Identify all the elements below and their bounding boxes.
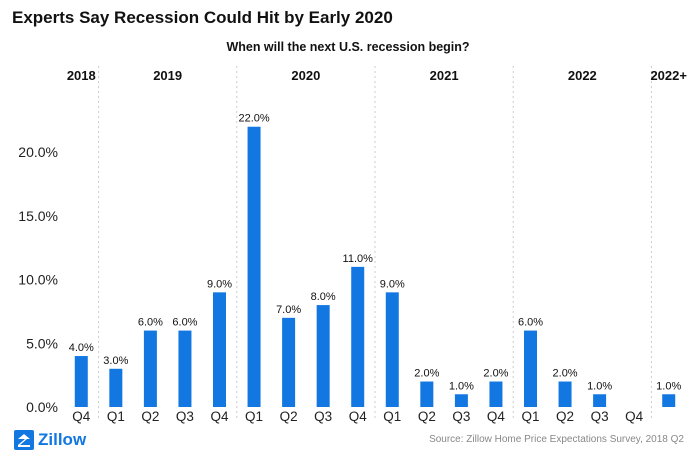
bar: [593, 394, 607, 407]
y-tick-label: 5.0%: [26, 335, 58, 351]
data-label: 1.0%: [449, 380, 474, 392]
data-label: 3.0%: [103, 355, 128, 367]
x-tick-label: Q4: [625, 409, 644, 424]
bar: [247, 126, 261, 407]
x-tick-label: Q2: [141, 409, 159, 424]
data-label: 2.0%: [553, 368, 578, 380]
x-tick-label: Q1: [245, 409, 263, 424]
bar: [385, 292, 399, 407]
x-tick-label: Q2: [418, 409, 436, 424]
x-tick-label: Q2: [280, 409, 298, 424]
bar: [454, 394, 468, 407]
bar: [74, 356, 88, 407]
x-tick-label: Q2: [556, 409, 574, 424]
x-tick-label: Q1: [383, 409, 401, 424]
data-label: 1.0%: [587, 380, 612, 392]
chart-subtitle: When will the next U.S. recession begin?: [226, 40, 470, 54]
x-tick-label: Q3: [314, 409, 332, 424]
bar: [662, 394, 676, 407]
bar: [420, 381, 434, 407]
data-label: 6.0%: [138, 317, 163, 329]
data-label: 7.0%: [276, 304, 301, 316]
data-label: 9.0%: [207, 278, 232, 290]
bar: [558, 381, 572, 407]
bar: [109, 368, 123, 407]
source-note: Source: Zillow Home Price Expectations S…: [429, 434, 684, 445]
y-tick-label: 0.0%: [26, 399, 58, 415]
year-label: 2018: [67, 68, 96, 83]
x-tick-label: Q4: [487, 409, 506, 424]
year-label: 2021: [430, 68, 459, 83]
data-label: 6.0%: [518, 317, 543, 329]
zillow-logo-text: Zillow: [38, 430, 87, 449]
data-label: 8.0%: [311, 291, 336, 303]
x-tick-label: Q3: [452, 409, 470, 424]
x-tick-label: Q4: [210, 409, 229, 424]
y-tick-label: 15.0%: [18, 208, 58, 224]
year-label: 2022+: [650, 68, 687, 83]
data-label: 1.0%: [656, 380, 681, 392]
x-tick-label: Q3: [591, 409, 609, 424]
x-tick-label: Q1: [107, 409, 125, 424]
bar: [489, 381, 503, 407]
year-label: 2019: [153, 68, 182, 83]
x-tick-label: Q3: [176, 409, 194, 424]
bar: [213, 292, 226, 407]
y-tick-label: 20.0%: [18, 144, 58, 160]
bar: [143, 330, 157, 407]
data-label: 6.0%: [172, 317, 197, 329]
y-tick-label: 10.0%: [18, 272, 58, 288]
data-label: 9.0%: [380, 278, 405, 290]
data-label: 2.0%: [483, 368, 508, 380]
bar: [524, 330, 537, 407]
data-label: 22.0%: [238, 113, 269, 125]
x-tick-label: Q4: [349, 409, 368, 424]
bar: [351, 266, 365, 407]
zillow-logo: Zillow: [14, 430, 86, 450]
bar: [316, 305, 330, 407]
data-label: 4.0%: [69, 342, 94, 354]
data-label: 2.0%: [414, 368, 439, 380]
bar: [178, 330, 192, 407]
x-tick-label: Q4: [72, 409, 91, 424]
year-label: 2022: [568, 68, 597, 83]
year-label: 2020: [291, 68, 320, 83]
data-label: 11.0%: [343, 253, 374, 265]
chart-title: Experts Say Recession Could Hit by Early…: [12, 8, 393, 27]
x-tick-label: Q1: [521, 409, 539, 424]
zillow-logo-icon: [14, 430, 34, 450]
bar: [282, 317, 296, 407]
